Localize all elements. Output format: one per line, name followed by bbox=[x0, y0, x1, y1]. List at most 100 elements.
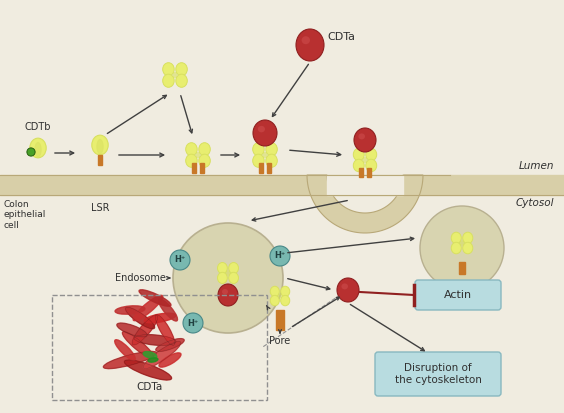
Ellipse shape bbox=[156, 315, 175, 345]
Text: CDTa: CDTa bbox=[327, 32, 355, 42]
Ellipse shape bbox=[132, 315, 158, 345]
Ellipse shape bbox=[30, 138, 46, 158]
Ellipse shape bbox=[451, 232, 461, 244]
Text: Colon
epithelial
cell: Colon epithelial cell bbox=[4, 200, 46, 230]
Ellipse shape bbox=[462, 242, 473, 254]
Ellipse shape bbox=[358, 133, 365, 140]
Ellipse shape bbox=[218, 284, 238, 306]
Text: CDTa: CDTa bbox=[136, 382, 162, 392]
Circle shape bbox=[27, 148, 35, 156]
Ellipse shape bbox=[159, 353, 181, 367]
Ellipse shape bbox=[253, 143, 264, 156]
FancyBboxPatch shape bbox=[415, 280, 501, 310]
Ellipse shape bbox=[92, 135, 108, 155]
Text: H⁺: H⁺ bbox=[187, 318, 199, 328]
Ellipse shape bbox=[103, 351, 157, 368]
Ellipse shape bbox=[253, 154, 264, 167]
Ellipse shape bbox=[226, 270, 230, 276]
Bar bbox=[200, 163, 204, 173]
Ellipse shape bbox=[148, 358, 158, 362]
Bar bbox=[359, 168, 363, 177]
Circle shape bbox=[420, 206, 504, 290]
Bar bbox=[192, 163, 196, 173]
Ellipse shape bbox=[115, 306, 145, 314]
Ellipse shape bbox=[186, 143, 197, 156]
Ellipse shape bbox=[278, 293, 282, 299]
Text: Disruption of
the cytoskeleton: Disruption of the cytoskeleton bbox=[395, 363, 482, 385]
Ellipse shape bbox=[353, 148, 364, 161]
Ellipse shape bbox=[253, 120, 277, 146]
Circle shape bbox=[173, 223, 283, 333]
Bar bbox=[459, 262, 465, 274]
Ellipse shape bbox=[462, 232, 473, 244]
Ellipse shape bbox=[125, 360, 171, 380]
Text: H⁺: H⁺ bbox=[274, 252, 285, 261]
Ellipse shape bbox=[341, 283, 348, 290]
Ellipse shape bbox=[281, 295, 290, 306]
Ellipse shape bbox=[354, 128, 376, 152]
Ellipse shape bbox=[296, 29, 324, 61]
Ellipse shape bbox=[199, 143, 210, 156]
Ellipse shape bbox=[281, 286, 290, 297]
Text: Cytosol: Cytosol bbox=[515, 198, 554, 208]
Ellipse shape bbox=[158, 299, 178, 321]
Ellipse shape bbox=[353, 159, 364, 172]
Text: Lumen: Lumen bbox=[518, 161, 554, 171]
Circle shape bbox=[270, 246, 290, 266]
Ellipse shape bbox=[143, 351, 157, 358]
Text: H⁺: H⁺ bbox=[174, 256, 186, 264]
Ellipse shape bbox=[270, 295, 279, 306]
Ellipse shape bbox=[143, 342, 180, 368]
Ellipse shape bbox=[186, 154, 197, 167]
Polygon shape bbox=[307, 175, 423, 233]
Ellipse shape bbox=[302, 36, 310, 44]
Bar bbox=[276, 310, 284, 330]
Ellipse shape bbox=[176, 74, 187, 87]
Ellipse shape bbox=[451, 242, 461, 254]
Ellipse shape bbox=[199, 154, 210, 167]
Ellipse shape bbox=[270, 286, 279, 297]
Ellipse shape bbox=[366, 159, 377, 172]
Ellipse shape bbox=[222, 289, 228, 294]
Bar bbox=[327, 175, 403, 195]
Ellipse shape bbox=[162, 63, 174, 76]
Ellipse shape bbox=[228, 272, 239, 283]
Ellipse shape bbox=[176, 63, 187, 76]
Ellipse shape bbox=[266, 143, 277, 156]
Ellipse shape bbox=[96, 139, 103, 154]
FancyBboxPatch shape bbox=[375, 352, 501, 396]
Bar bbox=[52, 295, 267, 400]
Bar bbox=[0, 175, 564, 195]
Ellipse shape bbox=[266, 154, 277, 167]
Ellipse shape bbox=[228, 263, 239, 274]
Text: Endosome: Endosome bbox=[115, 273, 166, 283]
Ellipse shape bbox=[35, 142, 41, 157]
Bar bbox=[267, 163, 271, 173]
Ellipse shape bbox=[173, 72, 178, 78]
Text: CDTb: CDTb bbox=[25, 122, 51, 132]
Ellipse shape bbox=[156, 339, 184, 351]
Ellipse shape bbox=[125, 307, 155, 329]
Ellipse shape bbox=[460, 240, 464, 246]
Text: LSR: LSR bbox=[91, 203, 109, 213]
Ellipse shape bbox=[133, 295, 163, 320]
Text: Pore: Pore bbox=[270, 336, 290, 346]
Ellipse shape bbox=[218, 272, 227, 283]
Ellipse shape bbox=[196, 152, 200, 158]
Ellipse shape bbox=[162, 74, 174, 87]
Bar bbox=[259, 163, 263, 173]
Ellipse shape bbox=[114, 340, 135, 360]
Ellipse shape bbox=[134, 335, 176, 345]
Ellipse shape bbox=[218, 263, 227, 274]
Ellipse shape bbox=[117, 323, 147, 337]
Ellipse shape bbox=[366, 148, 377, 161]
Ellipse shape bbox=[139, 290, 171, 306]
Bar bbox=[98, 155, 102, 165]
Ellipse shape bbox=[258, 126, 265, 132]
Ellipse shape bbox=[144, 313, 176, 323]
Circle shape bbox=[170, 250, 190, 270]
Circle shape bbox=[183, 313, 203, 333]
Ellipse shape bbox=[337, 278, 359, 302]
Ellipse shape bbox=[363, 157, 367, 163]
Text: Actin: Actin bbox=[444, 290, 472, 300]
